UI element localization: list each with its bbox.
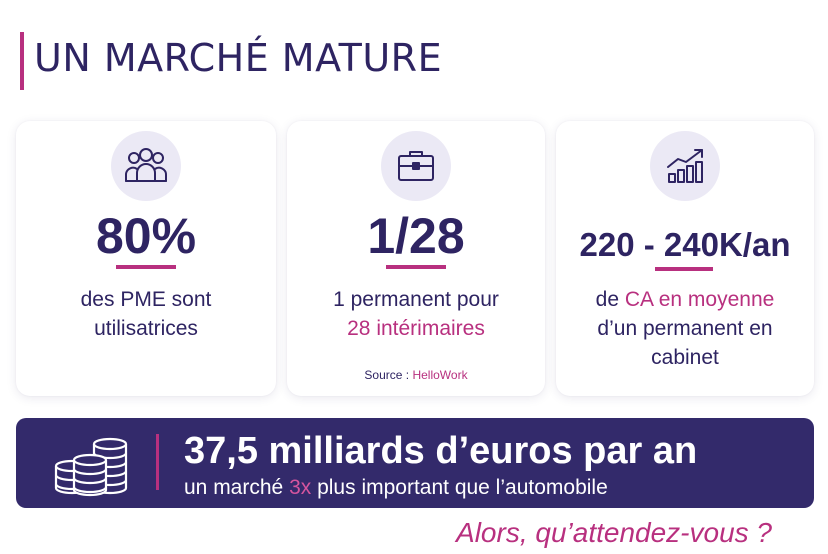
desc-highlight: CA en moyenne <box>624 288 775 311</box>
desc-line: 1 permanent pour <box>333 288 499 311</box>
desc-prefix: de <box>595 288 625 311</box>
stat-description: 1 permanent pour 28 intérimaires <box>287 285 545 343</box>
page-title: UN MARCHÉ MATURE <box>34 36 443 80</box>
coins-stack-icon <box>54 437 128 497</box>
growth-chart-icon <box>650 131 720 201</box>
desc-line-highlight: 28 intérimaires <box>347 317 485 340</box>
stat-value: 220 - 240K/an <box>579 226 791 263</box>
stat-card-revenue: 220 - 240K/an de CA en moyenne d’un perm… <box>556 121 814 396</box>
stat-value: 1/28 <box>367 208 465 264</box>
source-label: Source : <box>364 368 413 382</box>
title-accent-bar <box>20 32 24 90</box>
banner-sub-suffix: plus important que l’automobile <box>311 476 608 499</box>
source-name: HelloWork <box>412 368 468 382</box>
stat-value: 80% <box>95 208 197 264</box>
source-note: Source : HelloWork <box>287 368 545 382</box>
banner-divider <box>156 434 159 490</box>
desc-line: d’un permanent en <box>597 317 773 340</box>
banner-sub-highlight: 3x <box>289 476 312 499</box>
market-size-banner: 37,5 milliards d’euros par an un marché … <box>16 418 814 508</box>
banner-subtext: un marché 3x plus important que l’automo… <box>184 476 608 500</box>
stat-underline <box>386 265 446 269</box>
stat-card-ratio: 1/28 1 permanent pour 28 intérimaires So… <box>287 121 545 396</box>
stat-description: de CA en moyenne d’un permanent en cabin… <box>556 285 814 372</box>
desc-line: de CA en moyenne <box>556 285 814 314</box>
people-group-icon <box>111 131 181 201</box>
briefcase-icon <box>381 131 451 201</box>
desc-line: des PME sont <box>80 288 212 311</box>
call-to-action: Alors, qu’attendez-vous ? <box>456 517 772 548</box>
desc-line: utilisatrices <box>94 317 198 340</box>
stat-underline <box>655 267 713 271</box>
banner-headline: 37,5 milliards d’euros par an <box>184 430 698 472</box>
stat-underline <box>116 265 176 269</box>
stat-card-pme: 80% des PME sont utilisatrices <box>16 121 276 396</box>
desc-line: cabinet <box>651 346 719 369</box>
stat-description: des PME sont utilisatrices <box>16 285 276 343</box>
banner-sub-prefix: un marché <box>184 476 290 499</box>
